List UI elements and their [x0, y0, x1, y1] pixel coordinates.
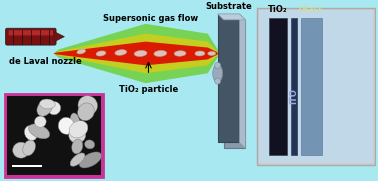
FancyBboxPatch shape: [291, 18, 297, 155]
Polygon shape: [54, 34, 218, 73]
Ellipse shape: [70, 113, 80, 132]
Ellipse shape: [69, 121, 88, 138]
FancyBboxPatch shape: [259, 10, 373, 163]
Ellipse shape: [25, 126, 37, 140]
Ellipse shape: [85, 140, 94, 149]
Ellipse shape: [23, 140, 36, 156]
Polygon shape: [54, 24, 218, 83]
Polygon shape: [218, 14, 245, 20]
Ellipse shape: [79, 152, 102, 168]
Ellipse shape: [78, 96, 98, 115]
FancyBboxPatch shape: [12, 165, 42, 167]
Text: ITO: ITO: [289, 88, 298, 104]
Polygon shape: [54, 32, 64, 42]
FancyBboxPatch shape: [9, 30, 53, 35]
FancyBboxPatch shape: [224, 20, 245, 148]
Polygon shape: [239, 14, 245, 148]
Text: Substrate: Substrate: [205, 2, 252, 11]
Ellipse shape: [72, 139, 83, 154]
Ellipse shape: [48, 102, 60, 115]
Ellipse shape: [77, 103, 94, 121]
Ellipse shape: [28, 124, 50, 139]
Ellipse shape: [154, 50, 167, 56]
Ellipse shape: [96, 51, 106, 56]
Ellipse shape: [70, 153, 85, 166]
Ellipse shape: [213, 64, 223, 82]
Ellipse shape: [174, 51, 186, 56]
Ellipse shape: [208, 52, 216, 55]
FancyBboxPatch shape: [257, 8, 375, 165]
Text: Glass: Glass: [299, 5, 324, 14]
Text: TiO₂: TiO₂: [268, 5, 288, 14]
FancyBboxPatch shape: [301, 18, 322, 155]
FancyBboxPatch shape: [6, 28, 56, 45]
FancyBboxPatch shape: [7, 96, 101, 175]
Ellipse shape: [215, 78, 221, 84]
Ellipse shape: [215, 62, 221, 68]
Ellipse shape: [58, 117, 74, 134]
Ellipse shape: [115, 50, 127, 55]
Polygon shape: [54, 42, 218, 65]
FancyBboxPatch shape: [218, 14, 239, 142]
Text: TiO₂ particle: TiO₂ particle: [119, 85, 178, 94]
FancyBboxPatch shape: [269, 18, 287, 155]
Ellipse shape: [195, 51, 205, 56]
Text: de Laval nozzle: de Laval nozzle: [9, 57, 82, 66]
Ellipse shape: [77, 49, 85, 54]
Ellipse shape: [40, 99, 55, 109]
Ellipse shape: [134, 50, 147, 56]
FancyBboxPatch shape: [5, 94, 103, 177]
Ellipse shape: [37, 99, 53, 116]
Ellipse shape: [13, 142, 29, 158]
Ellipse shape: [69, 127, 86, 143]
Text: Supersonic gas flow: Supersonic gas flow: [103, 14, 198, 23]
Ellipse shape: [34, 116, 46, 127]
